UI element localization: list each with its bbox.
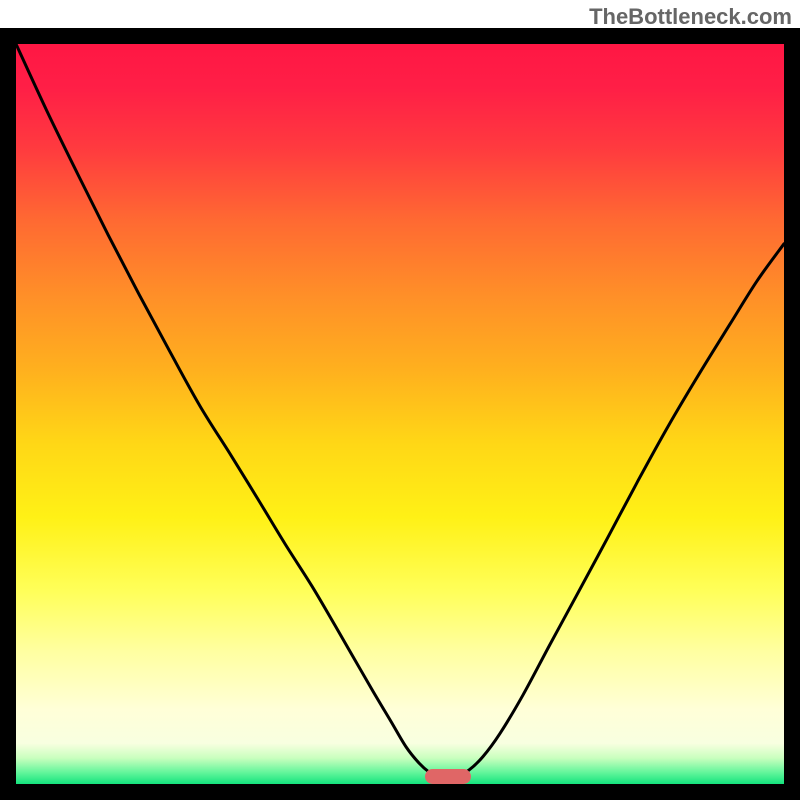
watermark-label: TheBottleneck.com <box>581 0 800 34</box>
chart-container: TheBottleneck.com <box>0 0 800 800</box>
plot-area <box>16 44 784 784</box>
optimal-marker <box>425 769 471 784</box>
gradient-background <box>16 44 784 784</box>
